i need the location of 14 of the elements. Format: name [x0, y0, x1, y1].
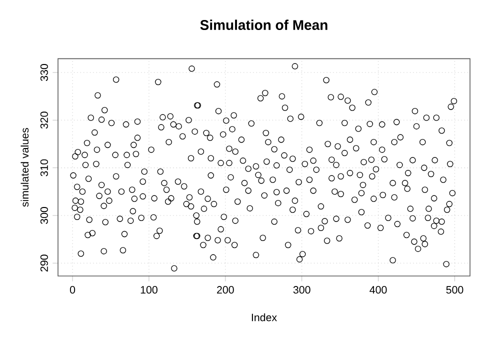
x-tick-label: 300 — [293, 286, 310, 294]
x-tick-label: 100 — [140, 286, 158, 294]
y-tick-label: 330 — [40, 64, 48, 81]
x-tick-label: 400 — [370, 286, 387, 294]
y-tick-label: 290 — [40, 254, 48, 272]
y-tick-label: 300 — [40, 206, 48, 224]
y-tick-label: 320 — [40, 112, 48, 129]
chart-title: Simulation of Mean — [200, 20, 328, 30]
y-axis-title: simulated values — [20, 128, 29, 207]
y-tick-label: 310 — [40, 159, 48, 176]
x-tick-label: 0 — [70, 286, 76, 294]
x-tick-label: 500 — [446, 286, 464, 294]
x-axis-title: Index — [252, 313, 277, 322]
x-tick-label: 200 — [217, 286, 234, 294]
